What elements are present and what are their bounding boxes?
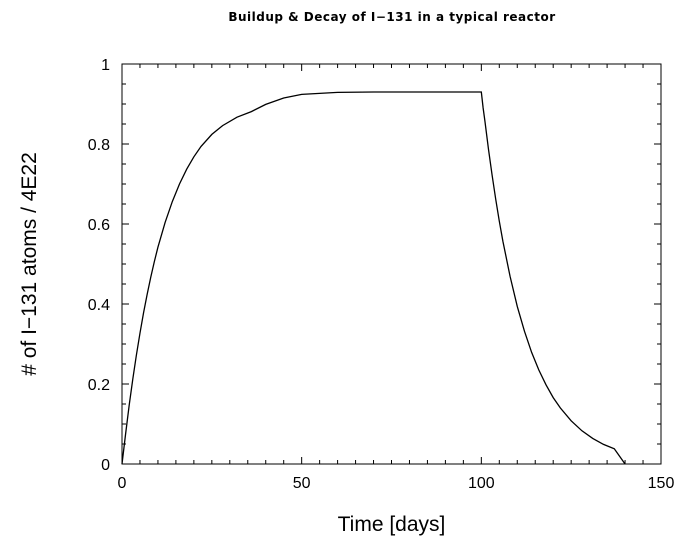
axis-ticks [121, 63, 662, 465]
y-tick-label: 0.2 [88, 377, 110, 394]
plot-frame [121, 63, 662, 465]
y-tick-label: 0.8 [88, 137, 110, 154]
x-tick-label: 150 [648, 475, 675, 492]
y-tick-label: 0.6 [88, 217, 110, 234]
y-tick-label: 0 [101, 457, 110, 474]
x-axis-label: Time [days] [338, 513, 446, 536]
y-tick-label: 1 [101, 57, 110, 74]
x-tick-label: 50 [293, 475, 311, 492]
tick-labels: 0 50 100 150 0 0.2 0.4 0.6 0.8 1 [88, 57, 675, 492]
y-axis-label: # of I−131 atoms / 4E22 [18, 152, 41, 376]
x-tick-label: 0 [118, 475, 127, 492]
chart-title: Buildup & Decay of I−131 in a typical re… [228, 10, 556, 24]
series-line [121, 91, 626, 465]
x-tick-label: 100 [468, 475, 495, 492]
y-tick-label: 0.4 [88, 297, 110, 314]
